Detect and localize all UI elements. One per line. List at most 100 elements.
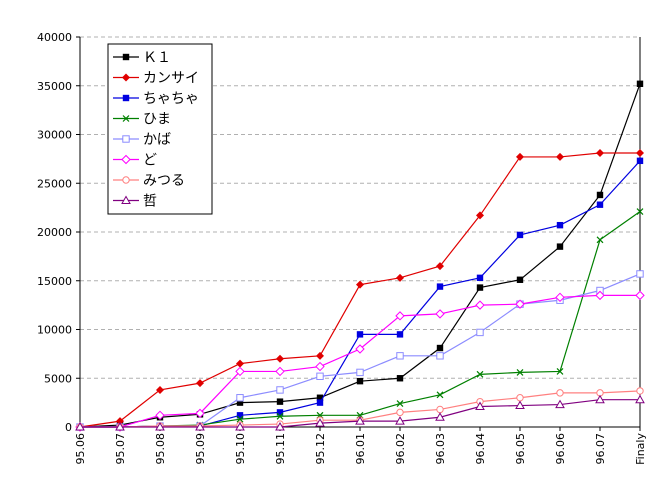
data-point [596,149,604,158]
data-point [155,421,165,431]
x-axis-ticks: 95.06 95.07 95.08 95.09 95.10 95.11 95.12 96.01… [74,427,647,465]
data-point [275,366,285,377]
data-point [596,236,604,244]
data-point [476,211,484,220]
data-point [596,191,604,199]
x-tick-label: 96.07 [594,433,607,465]
legend-label: Ｋ１ [143,50,171,66]
data-point [516,231,524,239]
x-tick-label: 96.04 [474,433,487,465]
legend-entry: 哲 [113,194,157,210]
y-tick-label: 25000 [37,177,72,190]
data-point [315,418,325,427]
legend-marker [122,176,130,184]
legend-entry: カンサイ [113,71,199,87]
data-point [635,290,645,301]
data-point [116,417,124,426]
legend-marker [122,53,130,61]
x-tick-label: 95.09 [194,433,207,465]
data-point [316,399,324,406]
data-point [396,273,404,282]
data-point [595,394,605,404]
legend-marker [122,135,130,143]
y-tick-label: 40000 [37,31,72,44]
legend-box [107,43,213,215]
data-point [275,421,285,431]
data-point [395,311,405,321]
x-tick-label: 96.02 [394,433,407,465]
data-point [556,243,564,250]
data-point [236,359,244,368]
data-point [476,284,484,291]
y-axis-ticks: 0 5000 10000 15000 20000 25000 30000 35000 40000 [37,31,80,434]
data-point [235,366,245,377]
data-point [595,290,605,301]
legend-label: 哲 [143,194,157,210]
data-point [396,408,404,417]
data-point [195,408,205,419]
data-point [436,352,444,360]
data-point [556,368,564,375]
data-point [235,421,245,431]
data-point [516,152,524,161]
data-point [636,270,644,278]
data-point [356,368,364,377]
x-tick-label: 96.05 [514,433,527,465]
data-point [476,274,484,282]
legend-entry: ど [113,153,157,169]
data-point [435,309,445,319]
data-point [355,344,365,354]
data-point [635,394,645,404]
data-point [195,421,205,431]
data-point [436,405,444,414]
x-tick-label: 95.06 [74,433,87,465]
x-tick-label: 95.07 [114,433,127,465]
data-point [315,361,325,372]
series-6 [75,290,645,432]
data-point [236,399,244,406]
data-point [396,331,404,338]
data-point [395,416,405,425]
data-point [636,157,644,165]
data-point [636,387,644,395]
y-tick-label: 35000 [37,80,72,93]
data-point [396,400,404,408]
x-tick-label: 96.01 [354,433,367,465]
legend-entry: みつる [113,173,185,189]
data-point [436,283,444,290]
y-tick-label: 0 [65,421,72,434]
x-tick-label: 95.08 [154,433,167,465]
legend-marker [121,195,131,204]
data-point [236,415,244,423]
data-point [156,385,164,394]
x-tick-label: 96.06 [554,433,567,465]
data-point [155,410,165,421]
series-line [80,211,641,428]
data-point [476,328,484,337]
legend-entry: かば [113,132,171,148]
data-point [436,262,444,271]
data-point [436,344,444,352]
data-point [396,375,404,382]
data-point [515,299,525,309]
data-point [556,152,564,161]
data-point [476,370,484,378]
data-point [276,409,284,416]
data-point [75,421,85,431]
legend-marker [122,94,130,102]
data-point [516,394,524,402]
data-point [636,80,644,87]
x-tick-label: 95.11 [274,433,287,465]
x-tick-label: Finaly [634,433,647,465]
y-tick-label: 30000 [37,129,72,142]
legend-entry: ちゃちゃ [113,91,199,107]
series-8 [75,394,645,431]
legend-entry: Ｋ１ [113,50,171,66]
data-point [396,352,404,360]
y-tick-label: 20000 [37,226,72,239]
data-point [356,331,364,338]
legend-entry: ひま [113,112,171,128]
data-point [516,368,524,376]
